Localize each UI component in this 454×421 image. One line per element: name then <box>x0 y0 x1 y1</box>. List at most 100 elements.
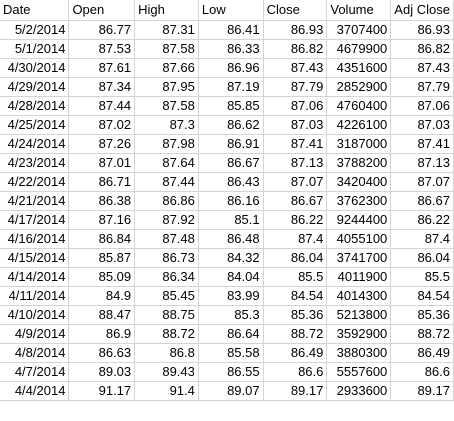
cell-adj-close[interactable]: 87.07 <box>390 172 454 192</box>
cell-date[interactable]: 4/15/2014 <box>0 248 70 268</box>
cell-close[interactable]: 86.67 <box>263 191 328 211</box>
cell-adj-close[interactable]: 89.17 <box>390 381 454 401</box>
cell-low[interactable]: 86.55 <box>198 362 264 382</box>
cell-date[interactable]: 4/24/2014 <box>0 134 70 154</box>
cell-high[interactable]: 87.48 <box>134 229 199 249</box>
cell-open[interactable]: 87.16 <box>68 210 136 230</box>
cell-date[interactable]: 4/10/2014 <box>0 305 70 325</box>
cell-close[interactable]: 87.03 <box>263 115 328 135</box>
cell-low[interactable]: 85.58 <box>198 343 264 363</box>
cell-low[interactable]: 86.62 <box>198 115 264 135</box>
cell-close[interactable]: 86.04 <box>263 248 328 268</box>
cell-adj-close[interactable]: 86.93 <box>390 20 454 40</box>
cell-date[interactable]: 4/16/2014 <box>0 229 70 249</box>
cell-volume[interactable]: 2852900 <box>326 77 392 97</box>
cell-low[interactable]: 86.91 <box>198 134 264 154</box>
cell-open[interactable]: 87.01 <box>68 153 136 173</box>
cell-date[interactable]: 4/29/2014 <box>0 77 70 97</box>
cell-adj-close[interactable]: 86.6 <box>390 362 454 382</box>
cell-close[interactable]: 86.22 <box>263 210 328 230</box>
cell-volume[interactable]: 5213800 <box>326 305 392 325</box>
cell-volume[interactable]: 3707400 <box>326 20 392 40</box>
cell-close[interactable]: 86.93 <box>263 20 328 40</box>
cell-date[interactable]: 4/17/2014 <box>0 210 70 230</box>
cell-high[interactable]: 87.58 <box>134 39 199 59</box>
cell-close[interactable]: 85.36 <box>263 305 328 325</box>
cell-close[interactable]: 87.79 <box>263 77 328 97</box>
cell-volume[interactable]: 4014300 <box>326 286 392 306</box>
cell-low[interactable]: 86.67 <box>198 153 264 173</box>
cell-low[interactable]: 85.3 <box>198 305 264 325</box>
cell-open[interactable]: 87.61 <box>68 58 136 78</box>
cell-low[interactable]: 86.43 <box>198 172 264 192</box>
cell-adj-close[interactable]: 86.82 <box>390 39 454 59</box>
cell-open[interactable]: 87.02 <box>68 115 136 135</box>
cell-volume[interactable]: 3741700 <box>326 248 392 268</box>
header-cell-close[interactable]: Close <box>263 0 328 21</box>
cell-volume[interactable]: 4351600 <box>326 58 392 78</box>
cell-volume[interactable]: 4011900 <box>326 267 392 287</box>
cell-high[interactable]: 85.45 <box>134 286 199 306</box>
cell-low[interactable]: 86.16 <box>198 191 264 211</box>
cell-close[interactable]: 84.54 <box>263 286 328 306</box>
cell-adj-close[interactable]: 87.13 <box>390 153 454 173</box>
cell-high[interactable]: 87.98 <box>134 134 199 154</box>
cell-low[interactable]: 87.19 <box>198 77 264 97</box>
cell-low[interactable]: 83.99 <box>198 286 264 306</box>
cell-date[interactable]: 4/4/2014 <box>0 381 70 401</box>
cell-close[interactable]: 87.13 <box>263 153 328 173</box>
cell-adj-close[interactable]: 84.54 <box>390 286 454 306</box>
cell-date[interactable]: 4/14/2014 <box>0 267 70 287</box>
cell-volume[interactable]: 9244400 <box>326 210 392 230</box>
cell-high[interactable]: 87.31 <box>134 20 199 40</box>
cell-date[interactable]: 5/1/2014 <box>0 39 70 59</box>
cell-adj-close[interactable]: 86.22 <box>390 210 454 230</box>
cell-adj-close[interactable]: 85.5 <box>390 267 454 287</box>
cell-open[interactable]: 86.77 <box>68 20 136 40</box>
cell-date[interactable]: 4/8/2014 <box>0 343 70 363</box>
cell-high[interactable]: 88.75 <box>134 305 199 325</box>
cell-date[interactable]: 4/30/2014 <box>0 58 70 78</box>
cell-date[interactable]: 4/7/2014 <box>0 362 70 382</box>
cell-high[interactable]: 86.73 <box>134 248 199 268</box>
cell-low[interactable]: 86.41 <box>198 20 264 40</box>
cell-high[interactable]: 86.34 <box>134 267 199 287</box>
cell-open[interactable]: 87.26 <box>68 134 136 154</box>
cell-volume[interactable]: 4679900 <box>326 39 392 59</box>
cell-volume[interactable]: 4760400 <box>326 96 392 116</box>
cell-date[interactable]: 4/25/2014 <box>0 115 70 135</box>
cell-high[interactable]: 87.3 <box>134 115 199 135</box>
cell-open[interactable]: 87.53 <box>68 39 136 59</box>
cell-volume[interactable]: 5557600 <box>326 362 392 382</box>
cell-volume[interactable]: 3880300 <box>326 343 392 363</box>
cell-low[interactable]: 86.96 <box>198 58 264 78</box>
cell-high[interactable]: 87.95 <box>134 77 199 97</box>
cell-open[interactable]: 87.34 <box>68 77 136 97</box>
cell-date[interactable]: 4/28/2014 <box>0 96 70 116</box>
cell-close[interactable]: 87.43 <box>263 58 328 78</box>
cell-low[interactable]: 86.64 <box>198 324 264 344</box>
cell-volume[interactable]: 3788200 <box>326 153 392 173</box>
cell-open[interactable]: 84.9 <box>68 286 136 306</box>
cell-low[interactable]: 86.48 <box>198 229 264 249</box>
cell-open[interactable]: 88.47 <box>68 305 136 325</box>
cell-adj-close[interactable]: 85.36 <box>390 305 454 325</box>
cell-high[interactable]: 91.4 <box>134 381 199 401</box>
header-cell-volume[interactable]: Volume <box>326 0 392 21</box>
cell-high[interactable]: 88.72 <box>134 324 199 344</box>
cell-high[interactable]: 89.43 <box>134 362 199 382</box>
cell-open[interactable]: 89.03 <box>68 362 136 382</box>
cell-adj-close[interactable]: 86.49 <box>390 343 454 363</box>
cell-date[interactable]: 4/11/2014 <box>0 286 70 306</box>
cell-date[interactable]: 4/21/2014 <box>0 191 70 211</box>
cell-open[interactable]: 85.87 <box>68 248 136 268</box>
cell-adj-close[interactable]: 86.67 <box>390 191 454 211</box>
cell-adj-close[interactable]: 87.43 <box>390 58 454 78</box>
cell-open[interactable]: 86.38 <box>68 191 136 211</box>
cell-close[interactable]: 87.41 <box>263 134 328 154</box>
cell-adj-close[interactable]: 87.03 <box>390 115 454 135</box>
cell-date[interactable]: 5/2/2014 <box>0 20 70 40</box>
header-cell-date[interactable]: Date <box>0 0 70 21</box>
cell-adj-close[interactable]: 87.4 <box>390 229 454 249</box>
cell-high[interactable]: 87.64 <box>134 153 199 173</box>
